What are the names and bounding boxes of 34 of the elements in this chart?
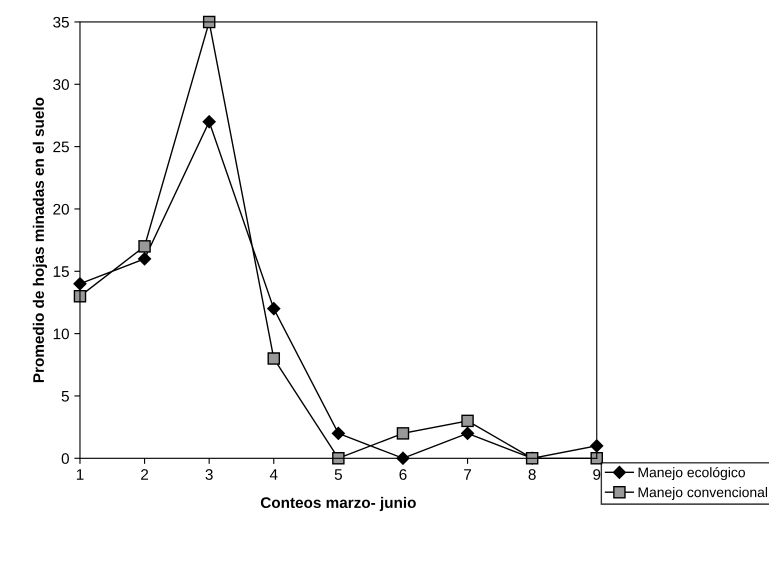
y-tick-label: 25	[53, 141, 69, 152]
y-tick-label: 5	[62, 390, 69, 402]
y-tick-label: 20	[53, 204, 69, 215]
x-tick-label: 1	[76, 469, 84, 480]
legend-label: Manejo ecológico	[638, 466, 745, 480]
x-axis-title: Conteos marzo- junio	[260, 496, 416, 512]
legend-label: Manejo convencional	[638, 487, 768, 500]
x-tick-label: 8	[528, 469, 536, 480]
y-tick-label: 30	[53, 79, 69, 90]
x-tick-label: 5	[334, 469, 342, 480]
x-tick-label: 3	[206, 469, 213, 480]
point	[73, 277, 87, 290]
point	[202, 16, 216, 28]
point	[332, 452, 345, 465]
point	[138, 240, 151, 253]
point	[332, 426, 345, 440]
x-tick-label: 2	[141, 469, 148, 480]
x-tick-label: 7	[464, 469, 472, 480]
point	[461, 414, 474, 428]
x-tick-label: 9	[593, 469, 600, 480]
y-tick-label: 10	[54, 328, 69, 340]
x-tick-label: 4	[270, 469, 278, 480]
y-tick-label: 15	[54, 266, 69, 277]
point	[74, 290, 86, 302]
x-tick-label: 6	[399, 469, 407, 480]
point	[396, 427, 410, 440]
y-tick-label: 0	[62, 453, 69, 464]
point	[138, 252, 152, 266]
y-tick-label: 35	[53, 16, 69, 28]
point	[268, 352, 280, 365]
point	[202, 115, 216, 128]
y-axis-title: Promedio de hojas minadas en el suelo	[32, 98, 48, 382]
point	[460, 426, 474, 440]
point	[267, 302, 280, 316]
